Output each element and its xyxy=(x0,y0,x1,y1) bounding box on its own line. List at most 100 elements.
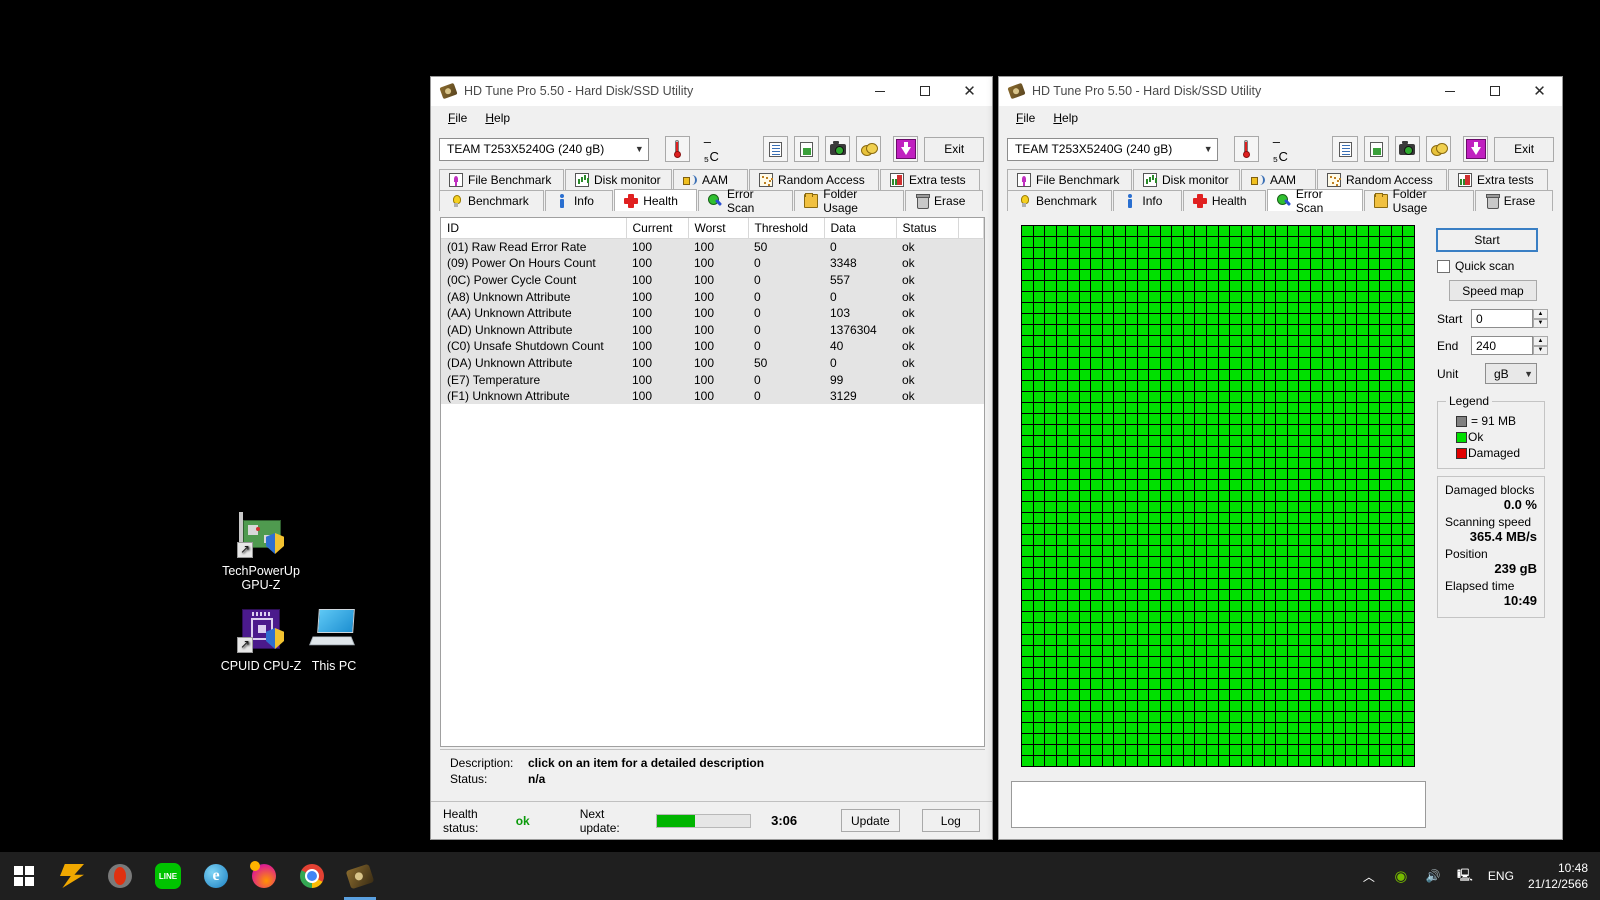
download-button[interactable] xyxy=(1463,136,1489,162)
table-row[interactable]: (F1) Unknown Attribute 100 100 0 3129 ok xyxy=(441,387,984,405)
tab-benchmark[interactable]: Benchmark xyxy=(439,190,544,211)
system-tray[interactable]: ︿ ◉ 🔊 🖳 ENG 10:48 21/12/2566 xyxy=(1360,860,1600,892)
col-current[interactable]: Current xyxy=(626,218,689,239)
update-button[interactable]: Update xyxy=(841,809,900,832)
quick-scan-row[interactable]: Quick scan xyxy=(1437,259,1549,273)
coins-button[interactable] xyxy=(856,136,882,162)
volume-icon[interactable]: 🔊 xyxy=(1425,869,1441,883)
table-row[interactable]: (09) Power On Hours Count 100 100 0 3348 ok xyxy=(441,255,984,272)
start-scan-button[interactable]: Start xyxy=(1436,228,1538,252)
copy-text-button[interactable] xyxy=(763,136,789,162)
copy-text-button[interactable] xyxy=(1332,136,1358,162)
tab-info[interactable]: Info xyxy=(544,190,614,211)
taskbar-item-hd-tune[interactable] xyxy=(336,852,384,900)
col-data[interactable]: Data xyxy=(824,218,897,239)
start-input[interactable]: 0 xyxy=(1471,309,1533,328)
tab-disk-monitor[interactable]: Disk monitor xyxy=(1133,169,1240,190)
scan-log-box[interactable] xyxy=(1011,781,1426,828)
log-button[interactable]: Log xyxy=(921,809,980,832)
col-threshold[interactable]: Threshold xyxy=(748,218,825,239)
speed-map-button[interactable]: Speed map xyxy=(1449,280,1537,301)
tab-error-scan[interactable]: Error Scan xyxy=(1266,187,1363,215)
end-input[interactable]: 240 xyxy=(1471,336,1533,355)
table-row[interactable]: (01) Raw Read Error Rate 100 100 50 0 ok xyxy=(441,238,984,256)
exit-button[interactable]: Exit xyxy=(924,136,984,162)
tab-erase[interactable]: Erase xyxy=(905,190,983,211)
copy-image-button[interactable] xyxy=(794,136,820,162)
coins-button[interactable] xyxy=(1425,136,1452,162)
end-spin-up[interactable]: ▲ xyxy=(1533,336,1548,346)
table-row[interactable]: (DA) Unknown Attribute 100 100 50 0 ok xyxy=(441,354,984,372)
menu-help[interactable]: Help xyxy=(485,110,511,125)
quick-scan-checkbox[interactable] xyxy=(1437,259,1450,273)
scan-block-map[interactable] xyxy=(1021,225,1415,767)
hd-tune-error-scan-window[interactable]: HD Tune Pro 5.50 - Hard Disk/SSD Utility… xyxy=(998,76,1563,840)
table-row[interactable]: (0C) Power Cycle Count 100 100 0 557 ok xyxy=(441,271,984,289)
tab-file-benchmark[interactable]: File Benchmark xyxy=(1007,169,1132,190)
desktop-icon-this-pc[interactable]: This PC xyxy=(286,605,382,673)
taskbar-item-firefox[interactable] xyxy=(240,852,288,900)
screenshot-button[interactable] xyxy=(825,136,851,162)
menu-file[interactable]: FFileile xyxy=(448,110,468,125)
tab-strip[interactable]: File Benchmark Disk monitor AAM Random A… xyxy=(999,169,1562,215)
temperature-button[interactable] xyxy=(664,136,690,162)
end-field-row[interactable]: End 240 ▲ ▼ xyxy=(1437,336,1549,355)
tab-erase[interactable]: Erase xyxy=(1474,190,1553,211)
tab-health[interactable]: Health xyxy=(1182,190,1266,211)
tab-extra-tests[interactable]: Extra tests xyxy=(1448,169,1548,190)
close-button[interactable]: ✕ xyxy=(963,83,976,100)
language-indicator[interactable]: ENG xyxy=(1487,869,1514,883)
maximize-button[interactable] xyxy=(902,77,947,106)
start-spin-up[interactable]: ▲ xyxy=(1533,309,1548,319)
minimize-button[interactable] xyxy=(857,77,902,106)
minimize-button[interactable] xyxy=(1427,77,1472,106)
title-bar[interactable]: HD Tune Pro 5.50 - Hard Disk/SSD Utility… xyxy=(431,77,992,106)
temperature-button[interactable] xyxy=(1233,136,1259,162)
taskbar-item-line[interactable]: LINE xyxy=(144,852,192,900)
tab-health[interactable]: Health xyxy=(614,189,697,211)
menu-file[interactable]: File xyxy=(1016,110,1036,125)
start-spin-down[interactable]: ▼ xyxy=(1533,318,1548,328)
menu-help[interactable]: Help xyxy=(1053,110,1079,125)
table-row[interactable]: (E7) Temperature 100 100 0 99 ok xyxy=(441,371,984,388)
maximize-button[interactable] xyxy=(1472,77,1517,106)
tab-benchmark[interactable]: Benchmark xyxy=(1007,190,1113,211)
tab-extra-tests[interactable]: Extra tests xyxy=(880,169,980,190)
menu-bar[interactable]: File Help xyxy=(999,106,1562,129)
toolbar[interactable]: TEAM T253X5240G (240 gB) ▼ – ₅C Exit xyxy=(999,129,1562,169)
col-status[interactable]: Status xyxy=(896,218,959,239)
tab-aam[interactable]: AAM xyxy=(1241,169,1316,190)
network-icon[interactable]: 🖳 xyxy=(1456,867,1473,882)
taskbar-item-chrome[interactable] xyxy=(288,852,336,900)
show-hidden-icons-chevron[interactable]: ︿ xyxy=(1362,869,1375,884)
taskbar[interactable]: LINE e ︿ ◉ 🔊 🖳 ENG 10:48 21/12/2566 xyxy=(0,852,1600,900)
unit-row[interactable]: Unit gB ▼ xyxy=(1437,363,1549,384)
col-id[interactable]: ID xyxy=(441,218,627,239)
drive-select[interactable]: TEAM T253X5240G (240 gB) ▼ xyxy=(439,137,649,161)
scan-controls[interactable]: Start Quick scan Speed map Start 0 ▲ ▼ En… xyxy=(1436,228,1549,618)
tab-folder-usage[interactable]: Folder Usage xyxy=(1363,187,1474,215)
close-button[interactable]: ✕ xyxy=(1533,83,1546,100)
tab-strip[interactable]: File Benchmark Disk monitor AAM Random A… xyxy=(431,169,992,215)
tab-file-benchmark[interactable]: File Benchmark xyxy=(439,169,564,190)
table-row[interactable]: (C0) Unsafe Shutdown Count 100 100 0 40 ok xyxy=(441,338,984,355)
tab-info[interactable]: Info xyxy=(1113,190,1182,211)
hd-tune-health-window[interactable]: HD Tune Pro 5.50 - Hard Disk/SSD Utility… xyxy=(430,76,993,840)
copy-image-button[interactable] xyxy=(1363,136,1389,162)
start-button[interactable] xyxy=(0,852,48,900)
table-row[interactable]: (A8) Unknown Attribute 100 100 0 0 ok xyxy=(441,288,984,305)
unit-select[interactable]: gB ▼ xyxy=(1485,363,1537,384)
table-row[interactable]: (AA) Unknown Attribute 100 100 0 103 ok xyxy=(441,304,984,322)
toolbar[interactable]: TEAM T253X5240G (240 gB) ▼ – ₅C Exit xyxy=(431,129,992,169)
nvidia-tray-icon[interactable]: ◉ xyxy=(1394,868,1408,885)
download-button[interactable] xyxy=(893,136,919,162)
table-row[interactable]: (AD) Unknown Attribute 100 100 0 1376304 ok xyxy=(441,321,984,339)
desktop-icon-cpuid-cpu-z[interactable]: ↗ CPUID CPU-Z xyxy=(213,605,309,673)
drive-select[interactable]: TEAM T253X5240G (240 gB) ▼ xyxy=(1007,137,1218,161)
start-field-row[interactable]: Start 0 ▲ ▼ xyxy=(1437,309,1549,328)
menu-bar[interactable]: FFileile Help xyxy=(431,106,992,129)
end-spin-down[interactable]: ▼ xyxy=(1533,345,1548,355)
taskbar-item-internet-explorer[interactable]: e xyxy=(192,852,240,900)
clock[interactable]: 10:48 21/12/2566 xyxy=(1528,860,1588,892)
taskbar-item-opera[interactable] xyxy=(96,852,144,900)
